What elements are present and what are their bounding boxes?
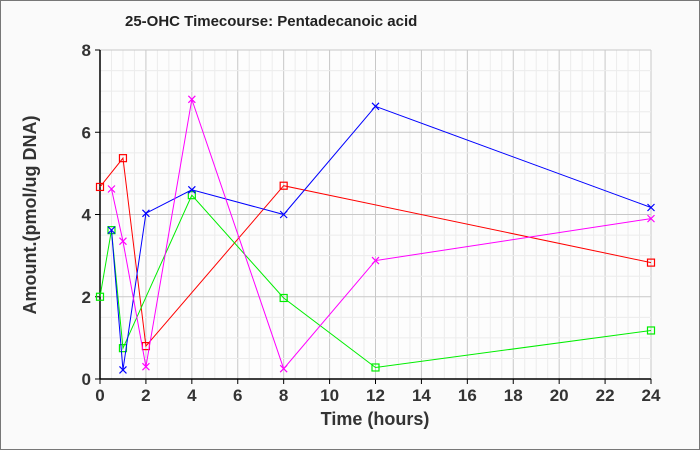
data-point-red [646,258,656,267]
data-point-magenta [647,214,655,223]
series-blue [107,102,655,374]
y-tick-label: 0 [82,370,91,389]
data-point-blue [647,203,655,212]
data-point-blue [371,102,380,111]
y-axis-label: Amount.(pmol/ug DNA) [20,116,40,315]
data-point-blue [279,210,288,219]
y-tick-label: 8 [82,41,91,60]
x-tick-label: 10 [320,386,339,405]
data-point-green [95,292,105,301]
x-tick-label: 2 [141,386,150,405]
x-tick-label: 6 [233,386,242,405]
x-tick-label: 12 [366,386,385,405]
x-tick-label: 22 [596,386,615,405]
grid [99,49,652,380]
data-point-green [646,326,656,335]
x-tick-label: 20 [550,386,569,405]
data-point-blue [187,185,196,194]
data-point-blue [107,226,116,235]
x-axis-label: Time (hours) [321,409,430,429]
x-tick-label: 0 [95,386,104,405]
data-point-red [279,181,288,190]
data-point-blue [119,366,127,374]
y-tick-label: 6 [82,123,91,142]
x-tick-label: 8 [279,386,288,405]
x-tick-label: 16 [458,386,477,405]
data-point-green [279,293,288,303]
data-point-red [118,154,128,163]
data-point-green [187,191,196,200]
x-tick-label: 14 [412,386,431,405]
chart-title: 25-OHC Timecourse: Pentadecanoic acid [125,13,417,30]
data-point-magenta [279,364,288,373]
x-tick-label: 24 [642,386,661,405]
y-tick-label: 2 [82,288,91,307]
series-group [95,95,656,374]
data-point-blue [141,209,150,218]
data-point-red [95,182,105,192]
data-point-magenta [141,362,150,371]
data-point-magenta [371,256,380,265]
data-point-magenta [119,237,127,246]
x-tick-label: 18 [504,386,523,405]
series-magenta [107,95,655,373]
y-tick-label: 4 [82,206,92,225]
series-red [95,154,656,351]
x-tick-label: 4 [187,386,197,405]
data-point-green [371,363,380,372]
data-point-magenta [187,95,196,104]
series-line-red [99,156,652,348]
data-point-magenta [107,185,116,193]
